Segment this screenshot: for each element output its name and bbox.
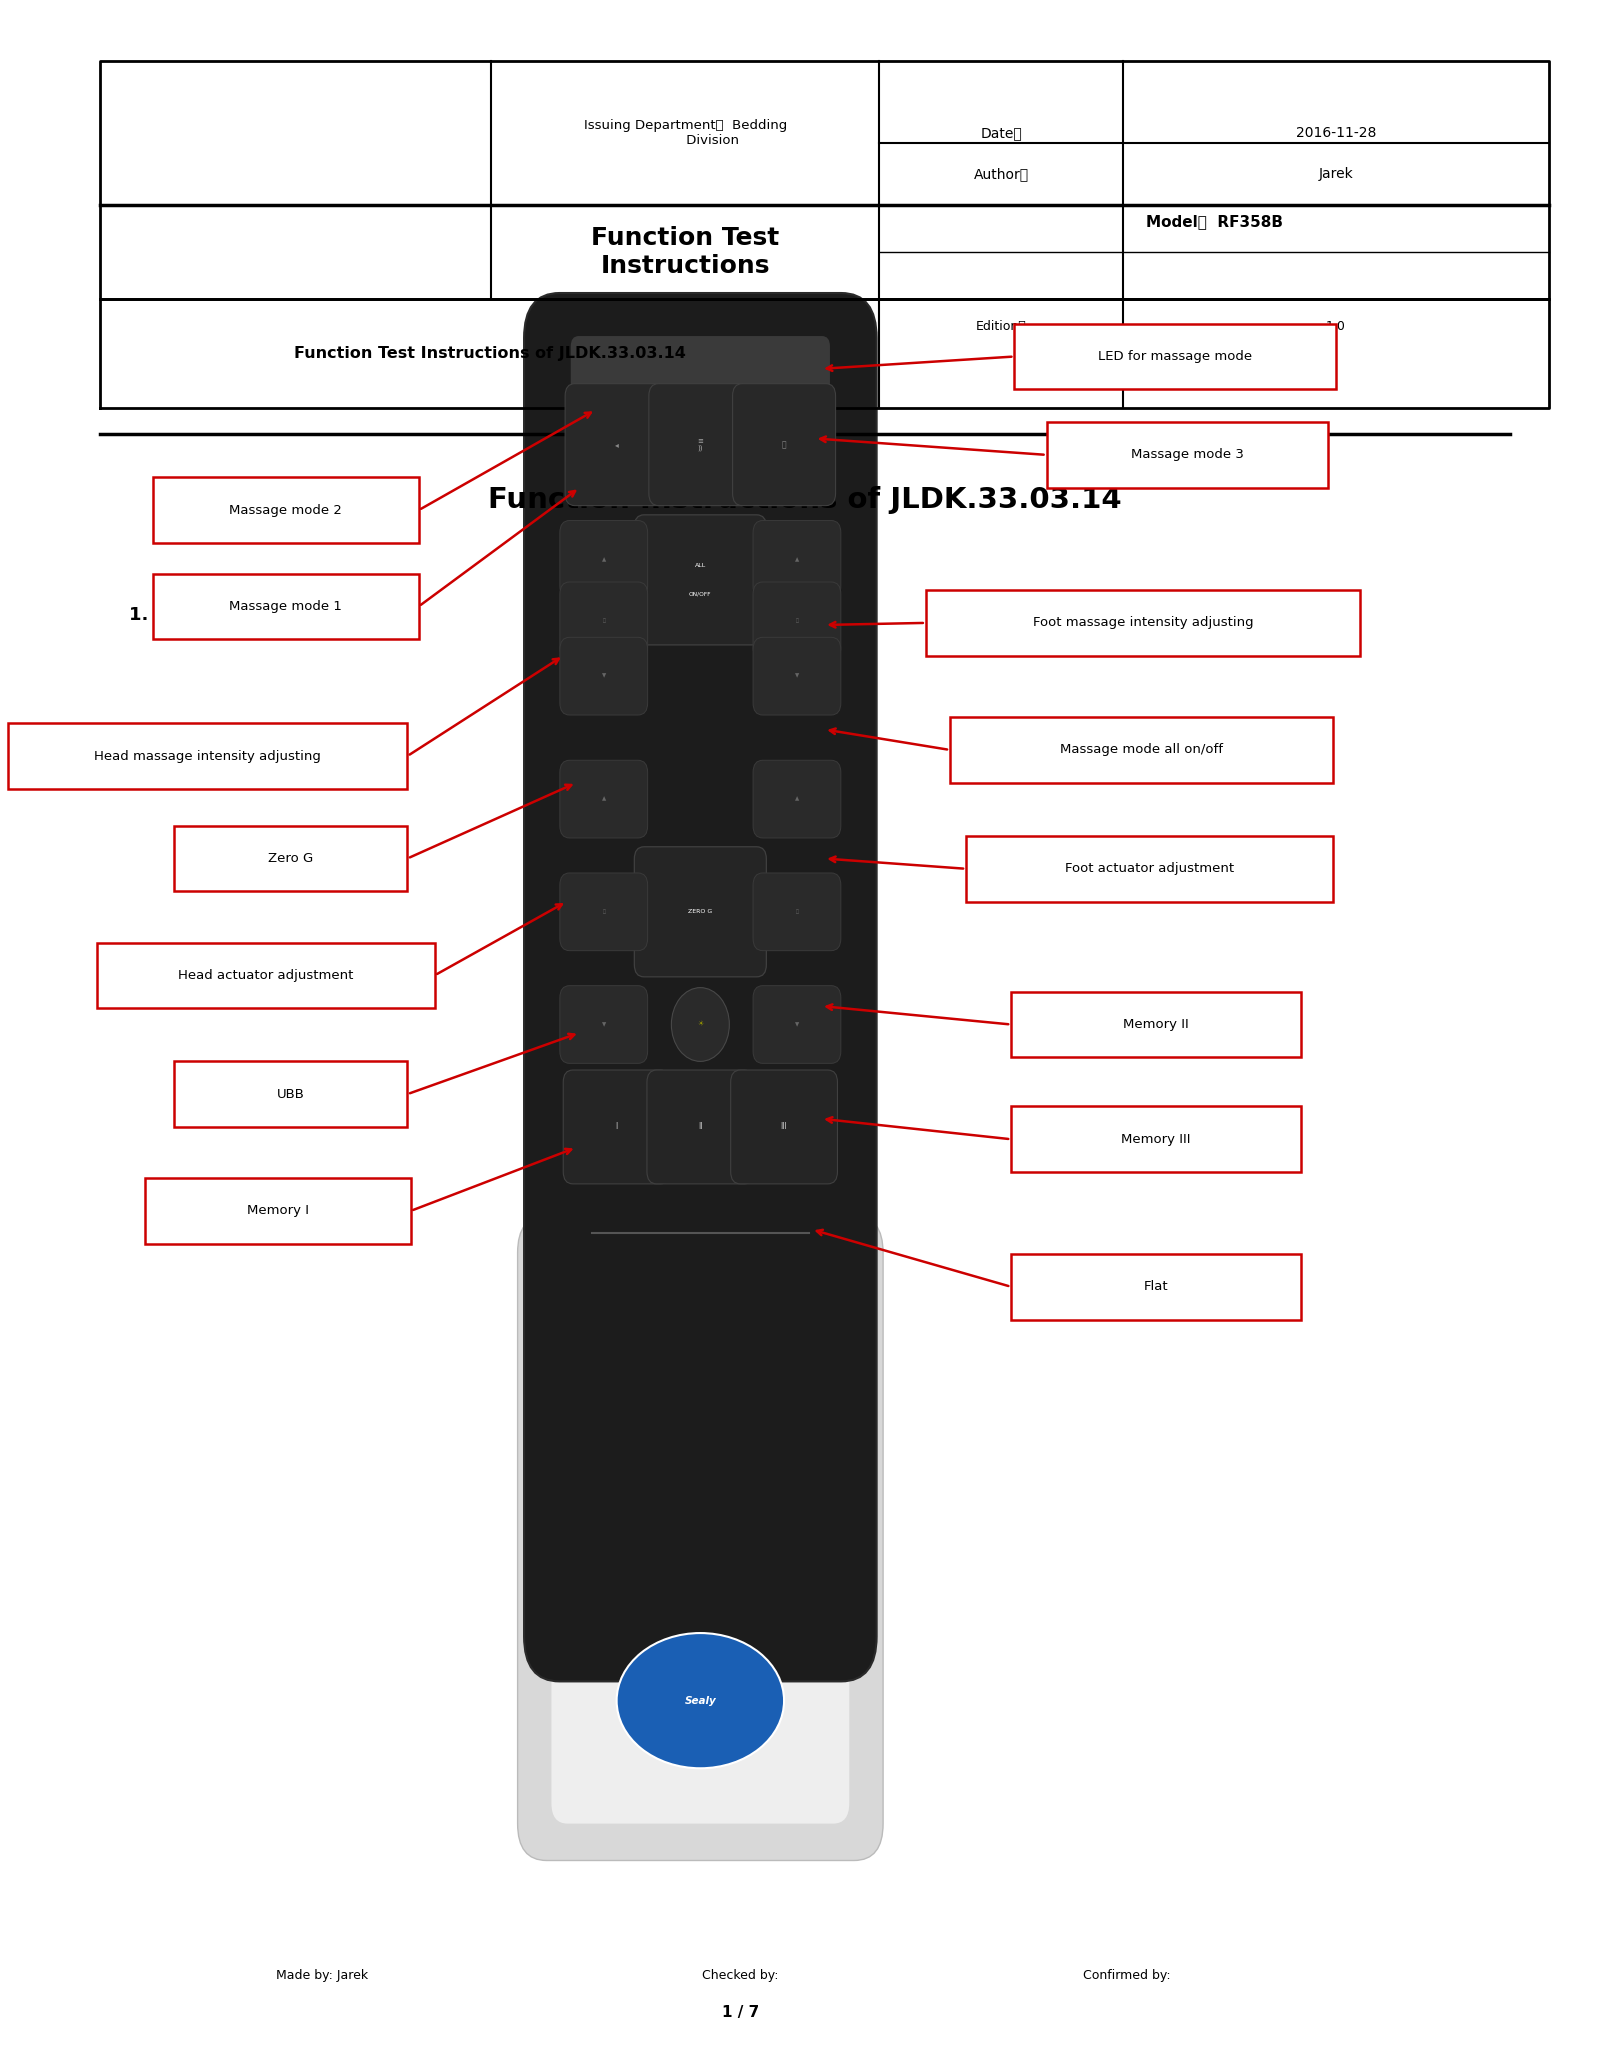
FancyBboxPatch shape: [174, 826, 407, 891]
Text: 〜: 〜: [602, 619, 605, 623]
FancyBboxPatch shape: [153, 477, 419, 543]
Text: 〜: 〜: [795, 910, 799, 914]
Text: ZERO G: ZERO G: [687, 910, 713, 914]
FancyBboxPatch shape: [950, 717, 1333, 783]
Text: ▲: ▲: [602, 797, 605, 801]
Text: ON/OFF: ON/OFF: [689, 592, 712, 596]
Text: LED for massage mode: LED for massage mode: [1098, 350, 1253, 363]
Text: Confirmed by:: Confirmed by:: [1084, 1969, 1170, 1981]
Text: 〜: 〜: [795, 619, 799, 623]
FancyBboxPatch shape: [560, 637, 647, 715]
FancyBboxPatch shape: [560, 760, 647, 838]
Text: ALL: ALL: [696, 563, 705, 568]
FancyBboxPatch shape: [560, 520, 647, 598]
FancyBboxPatch shape: [1011, 1254, 1301, 1320]
Text: Jarek: Jarek: [1319, 168, 1352, 180]
FancyBboxPatch shape: [564, 1070, 670, 1184]
FancyBboxPatch shape: [174, 1061, 407, 1127]
Text: Memory II: Memory II: [1124, 1018, 1188, 1031]
Text: Issuing Department：  Bedding
             Division: Issuing Department： Bedding Division: [583, 119, 787, 148]
FancyBboxPatch shape: [1014, 324, 1336, 389]
Text: Head massage intensity adjusting: Head massage intensity adjusting: [95, 750, 320, 762]
FancyBboxPatch shape: [753, 520, 840, 598]
Text: Massage mode 3: Massage mode 3: [1130, 449, 1245, 461]
Text: ▼: ▼: [795, 1022, 799, 1027]
Text: 〜: 〜: [602, 910, 605, 914]
Text: Memory I: Memory I: [246, 1205, 309, 1217]
Text: UBB: UBB: [277, 1088, 304, 1100]
FancyBboxPatch shape: [572, 336, 831, 393]
FancyBboxPatch shape: [647, 1070, 753, 1184]
Text: Zero G: Zero G: [267, 852, 314, 865]
FancyBboxPatch shape: [8, 723, 407, 789]
FancyBboxPatch shape: [560, 986, 647, 1063]
FancyBboxPatch shape: [560, 582, 647, 660]
Text: Made by: Jarek: Made by: Jarek: [275, 1969, 369, 1981]
Text: Flat: Flat: [1143, 1281, 1169, 1293]
Text: ≡
)): ≡ )): [697, 438, 704, 451]
Text: Massage mode 2: Massage mode 2: [229, 504, 343, 516]
Text: Model：  RF358B: Model： RF358B: [1146, 213, 1283, 229]
Text: ▼: ▼: [602, 1022, 605, 1027]
Text: 1.0: 1.0: [1327, 320, 1346, 332]
FancyBboxPatch shape: [97, 943, 435, 1008]
Text: Massage mode 1: Massage mode 1: [229, 600, 343, 613]
Ellipse shape: [617, 1633, 784, 1768]
FancyBboxPatch shape: [731, 1070, 837, 1184]
Text: Function Test Instructions of JLDK.33.03.14: Function Test Instructions of JLDK.33.03…: [293, 346, 686, 361]
Text: ▼: ▼: [602, 674, 605, 678]
Text: Function Test
Instructions: Function Test Instructions: [591, 225, 779, 279]
FancyBboxPatch shape: [1011, 992, 1301, 1057]
Text: ⦾: ⦾: [782, 441, 786, 449]
Text: ◂: ◂: [615, 441, 618, 449]
Text: Sealy: Sealy: [684, 1697, 716, 1705]
FancyBboxPatch shape: [649, 383, 752, 506]
FancyBboxPatch shape: [551, 1252, 850, 1824]
Text: ▼: ▼: [795, 674, 799, 678]
Circle shape: [671, 988, 729, 1061]
Text: ☀: ☀: [697, 1022, 704, 1027]
FancyBboxPatch shape: [753, 986, 840, 1063]
FancyBboxPatch shape: [733, 383, 836, 506]
Text: Author：: Author：: [974, 168, 1029, 180]
Text: 2016-11-28: 2016-11-28: [1296, 127, 1377, 139]
FancyBboxPatch shape: [1011, 1106, 1301, 1172]
FancyBboxPatch shape: [153, 574, 419, 639]
FancyBboxPatch shape: [966, 836, 1333, 902]
Text: Checked by:: Checked by:: [702, 1969, 779, 1981]
FancyBboxPatch shape: [145, 1178, 411, 1244]
FancyBboxPatch shape: [634, 514, 766, 645]
Text: ▲: ▲: [795, 797, 799, 801]
Text: Foot massage intensity adjusting: Foot massage intensity adjusting: [1032, 617, 1254, 629]
Text: Edition：: Edition：: [976, 320, 1027, 332]
Text: ▲: ▲: [602, 557, 605, 561]
FancyBboxPatch shape: [565, 383, 668, 506]
Text: ▲: ▲: [795, 557, 799, 561]
Text: Massage mode all on/off: Massage mode all on/off: [1059, 744, 1224, 756]
Text: I: I: [615, 1123, 618, 1131]
FancyBboxPatch shape: [560, 873, 647, 951]
FancyBboxPatch shape: [1046, 422, 1328, 488]
FancyBboxPatch shape: [753, 637, 840, 715]
Text: Page 1 of 7: Page 1 of 7: [1179, 375, 1249, 387]
FancyBboxPatch shape: [634, 846, 766, 977]
FancyBboxPatch shape: [525, 293, 876, 1682]
FancyBboxPatch shape: [518, 1215, 882, 1860]
FancyBboxPatch shape: [753, 760, 840, 838]
Text: Head actuator adjustment: Head actuator adjustment: [179, 969, 353, 981]
FancyBboxPatch shape: [753, 582, 840, 660]
Text: Date：: Date：: [980, 127, 1022, 139]
Text: Function Instructions of JLDK.33.03.14: Function Instructions of JLDK.33.03.14: [488, 486, 1122, 514]
Text: 1.    Product description: 1. Product description: [129, 607, 372, 623]
Text: III: III: [781, 1123, 787, 1131]
Text: 1 / 7: 1 / 7: [721, 2004, 760, 2020]
FancyBboxPatch shape: [926, 590, 1360, 656]
Text: Foot actuator adjustment: Foot actuator adjustment: [1064, 863, 1235, 875]
Text: Memory III: Memory III: [1121, 1133, 1191, 1145]
Text: II: II: [699, 1123, 702, 1131]
FancyBboxPatch shape: [753, 873, 840, 951]
